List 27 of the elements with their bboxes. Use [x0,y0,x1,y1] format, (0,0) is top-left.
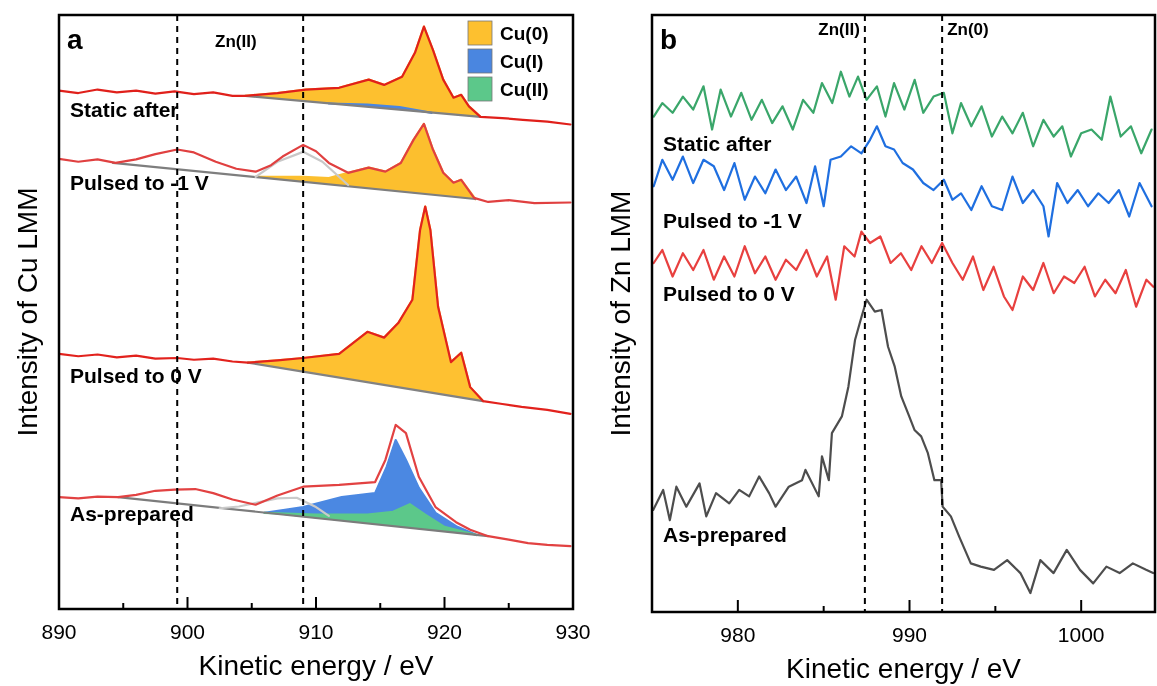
x-tick-label: 980 [720,623,756,646]
x-tick-label: 920 [426,620,463,643]
series-label: As-prepared [70,502,194,526]
series-label: Pulsed to 0 V [663,282,795,306]
series-label: As-prepared [663,522,787,546]
x-tick-label: 910 [298,620,334,643]
x-tick-label: 930 [555,620,591,643]
legend-label: Cu(I) [500,51,544,72]
annotation: Zn(II) [215,32,257,51]
ref-line-label: Zn(II) [818,20,860,39]
x-tick-label: 1000 [1057,623,1105,646]
legend-label: Cu(0) [500,23,549,44]
series-label: Pulsed to -1 V [70,171,209,195]
ref-line-label: Zn(0) [947,20,989,39]
series-label: Static after [663,132,772,156]
x-tick-label: 900 [169,620,206,643]
x-axis-title: Kinetic energy / eV [198,650,434,681]
legend-label: Cu(II) [500,79,549,100]
y-axis-title: Intensity of Zn LMM [605,190,636,437]
x-tick-label: 990 [891,623,928,646]
chart-title: a [67,24,83,55]
series-label: Pulsed to -1 V [663,208,802,232]
x-tick-label: 890 [41,620,77,643]
x-axis-title: Kinetic energy / eV [785,653,1022,684]
series-label: Static after [70,98,179,122]
chart-title: b [660,24,678,55]
y-axis-title: Intensity of Cu LMM [12,187,43,437]
